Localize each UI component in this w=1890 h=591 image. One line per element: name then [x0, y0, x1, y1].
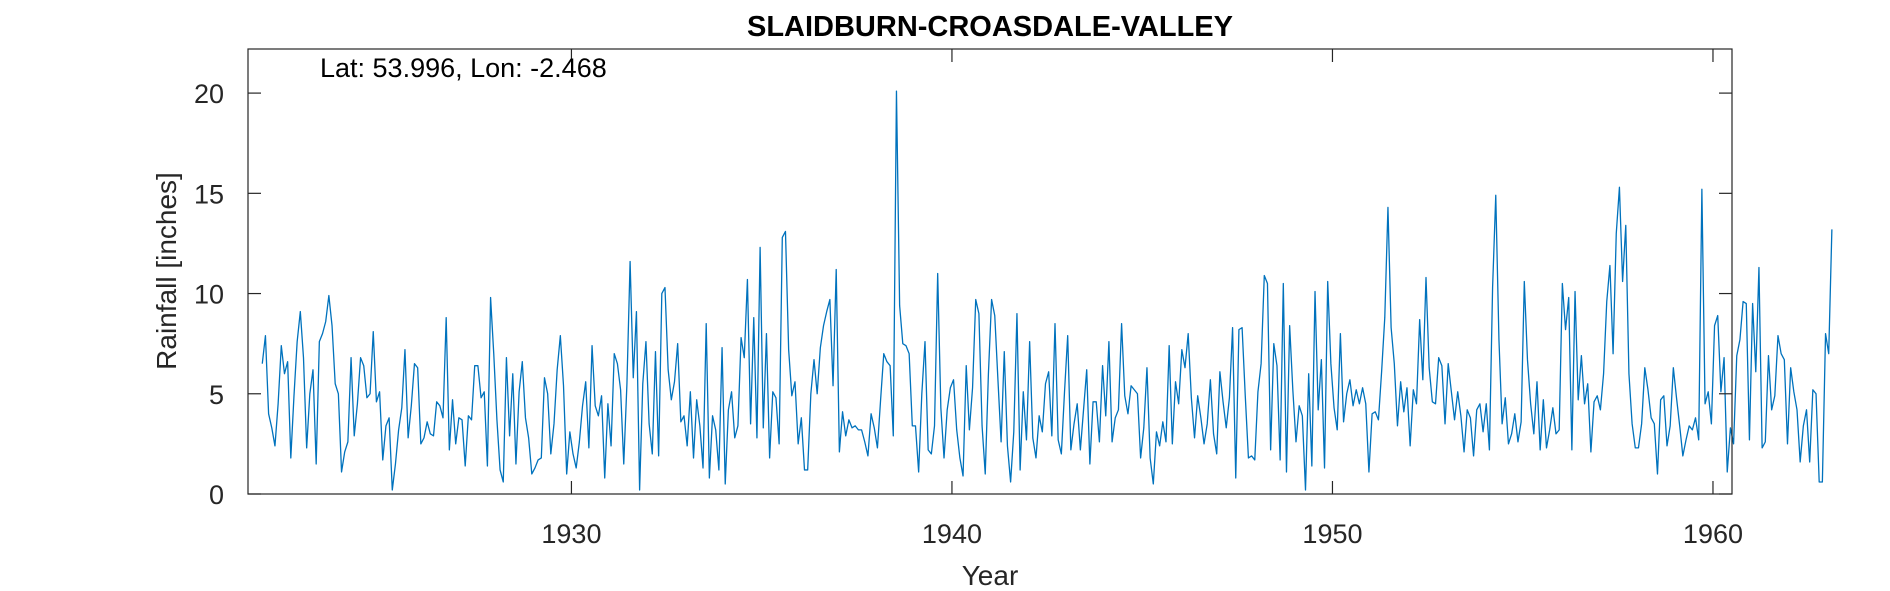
- series-line-0: [261, 90, 1833, 491]
- y-tick-label: 5: [209, 380, 224, 410]
- chart-title: SLAIDBURN-CROASDALE-VALLEY: [747, 11, 1233, 43]
- y-axis-label: Rainfall [inches]: [151, 172, 182, 370]
- axes-layer: 1930 1940 1950 1960 0 5 10 15 20: [194, 48, 1743, 549]
- y-tick-label: 20: [194, 79, 224, 109]
- x-tick-label: 1960: [1683, 519, 1743, 549]
- y-tick-label: 10: [194, 280, 224, 310]
- y-tick-label: 15: [194, 179, 224, 209]
- x-tick-label: 1940: [922, 519, 982, 549]
- x-tick-label: 1950: [1302, 519, 1362, 549]
- x-axis-label: Year: [962, 560, 1019, 591]
- axes-box: [247, 48, 1733, 495]
- y-tick-label: 0: [209, 480, 224, 510]
- location-annotation: Lat: 53.996, Lon: -2.468: [320, 53, 607, 83]
- plot-area: [248, 49, 1732, 494]
- series-layer: [261, 90, 1833, 491]
- x-tick-label: 1930: [541, 519, 601, 549]
